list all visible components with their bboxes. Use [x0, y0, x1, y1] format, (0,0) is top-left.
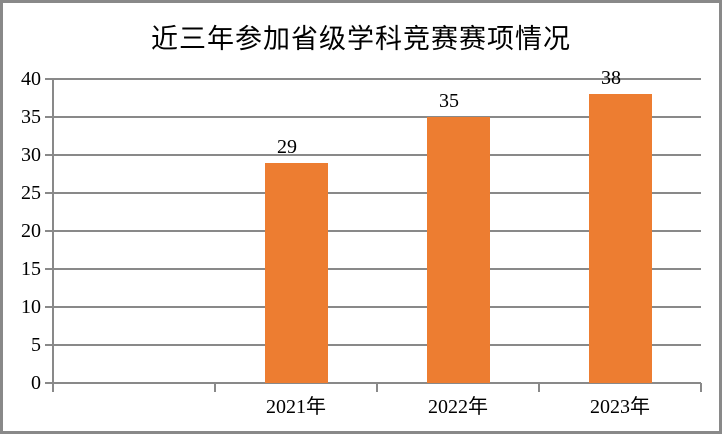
gridline [53, 154, 701, 156]
chart-title: 近三年参加省级学科竞赛赛项情况 [151, 24, 571, 55]
gridline [53, 306, 701, 308]
x-axis-category-label: 2021年 [266, 396, 326, 418]
y-axis-tick-label: 30 [21, 144, 41, 166]
bar-value-label: 38 [601, 67, 621, 90]
y-axis-tick [45, 192, 53, 194]
y-axis-tick-label: 40 [21, 68, 41, 90]
x-axis-tick [376, 383, 378, 392]
y-axis-tick [45, 116, 53, 118]
y-axis-tick [45, 344, 53, 346]
gridline [53, 116, 701, 118]
y-axis-tick [45, 382, 53, 384]
y-axis-tick-label: 25 [21, 182, 41, 204]
y-axis-tick-label: 35 [21, 106, 41, 128]
x-axis-tick [700, 383, 702, 392]
bar-2023年 [588, 94, 652, 383]
y-axis-tick-label: 5 [31, 334, 41, 356]
x-axis-tick [52, 383, 54, 392]
bar-2021年 [264, 162, 328, 383]
y-axis-tick-label: 15 [21, 258, 41, 280]
y-axis-tick-label: 10 [21, 296, 41, 318]
gridline [53, 230, 701, 232]
bar-2022年 [426, 117, 490, 383]
x-axis-tick [214, 383, 216, 392]
bar-value-label: 29 [277, 135, 297, 158]
x-axis-tick [538, 383, 540, 392]
y-axis-line [52, 79, 54, 383]
y-axis-tick [45, 78, 53, 80]
gridline [53, 268, 701, 270]
x-axis-category-label: 2022年 [428, 396, 488, 418]
gridline [53, 344, 701, 346]
x-axis-category-label: 2023年 [590, 396, 650, 418]
y-axis-tick [45, 306, 53, 308]
y-axis-tick-label: 0 [31, 372, 41, 394]
bar-value-label: 35 [439, 90, 459, 112]
gridline [53, 192, 701, 194]
y-axis-tick [45, 230, 53, 232]
y-axis-tick-label: 20 [21, 220, 41, 242]
y-axis-tick [45, 268, 53, 270]
gridline [53, 78, 701, 80]
y-axis-tick [45, 154, 53, 156]
plot-area: 0 5 10 15 20 25 30 35 40 29 2021年 35 2022年 38 2023年 [3, 3, 719, 431]
